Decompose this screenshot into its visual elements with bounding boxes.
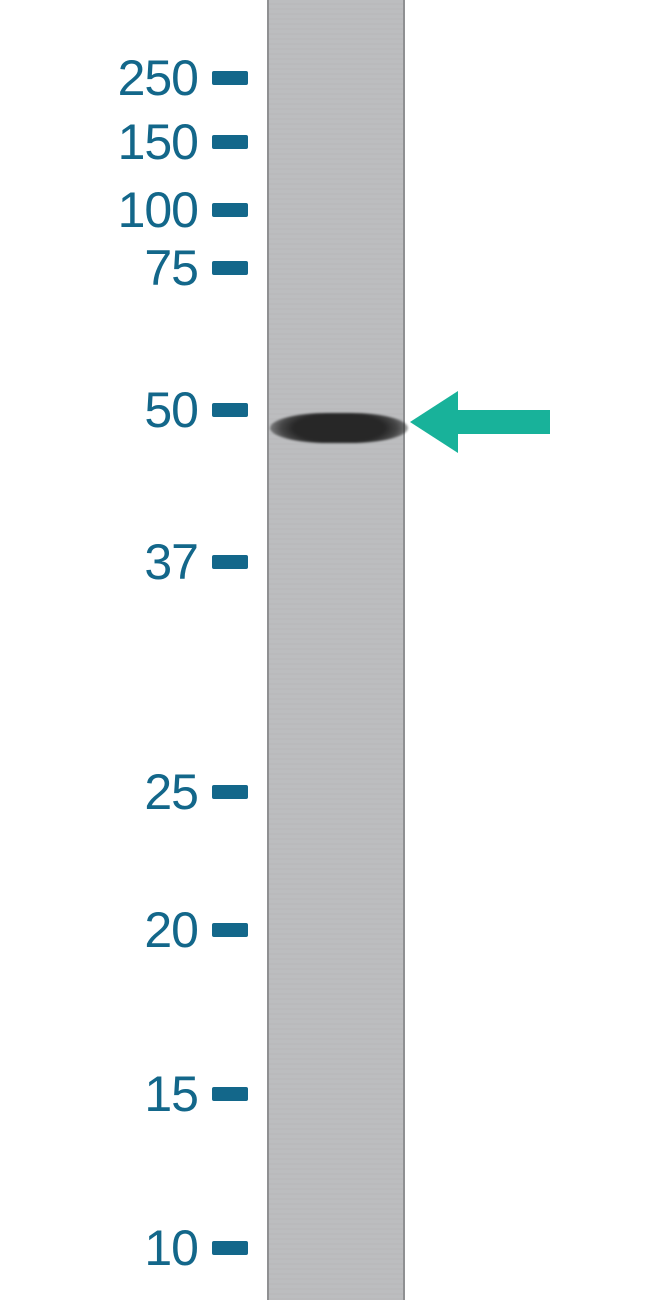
mw-marker: 25 — [0, 767, 248, 817]
blot-lane — [267, 0, 405, 1300]
mw-marker-tick — [212, 923, 248, 937]
arrow-shaft — [458, 410, 550, 434]
mw-marker: 150 — [0, 117, 248, 167]
mw-marker: 15 — [0, 1069, 248, 1119]
mw-marker-label: 50 — [0, 381, 198, 439]
mw-marker-label: 250 — [0, 49, 198, 107]
mw-marker: 10 — [0, 1223, 248, 1273]
mw-marker-tick — [212, 403, 248, 417]
mw-marker-label: 15 — [0, 1065, 198, 1123]
mw-marker-tick — [212, 1087, 248, 1101]
mw-marker-label: 10 — [0, 1219, 198, 1277]
mw-marker-label: 100 — [0, 181, 198, 239]
mw-marker: 50 — [0, 385, 248, 435]
mw-marker-tick — [212, 785, 248, 799]
mw-marker-tick — [212, 71, 248, 85]
protein-band — [270, 413, 408, 443]
mw-marker: 20 — [0, 905, 248, 955]
mw-marker: 100 — [0, 185, 248, 235]
mw-marker-label: 150 — [0, 113, 198, 171]
mw-marker-tick — [212, 1241, 248, 1255]
mw-marker: 250 — [0, 53, 248, 103]
mw-marker-label: 75 — [0, 239, 198, 297]
arrow-head-icon — [410, 391, 458, 453]
mw-marker-label: 20 — [0, 901, 198, 959]
mw-marker-label: 25 — [0, 763, 198, 821]
mw-marker-tick — [212, 261, 248, 275]
mw-marker: 75 — [0, 243, 248, 293]
mw-marker-tick — [212, 203, 248, 217]
band-arrow — [410, 391, 550, 453]
mw-marker-tick — [212, 135, 248, 149]
mw-marker: 37 — [0, 537, 248, 587]
mw-marker-label: 37 — [0, 533, 198, 591]
mw-marker-tick — [212, 555, 248, 569]
